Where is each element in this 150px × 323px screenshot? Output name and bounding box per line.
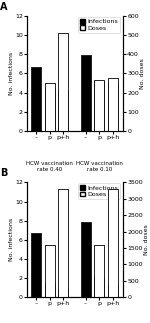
Bar bbox=[94, 277, 104, 297]
Y-axis label: No. doses: No. doses bbox=[144, 224, 149, 255]
Bar bbox=[108, 78, 118, 131]
Bar bbox=[31, 233, 41, 297]
Text: HCW vaccination
rate 0.10: HCW vaccination rate 0.10 bbox=[76, 162, 123, 172]
Text: A: A bbox=[0, 2, 8, 12]
Legend: Infections, Doses: Infections, Doses bbox=[78, 183, 120, 199]
Y-axis label: No. infections: No. infections bbox=[9, 218, 14, 261]
Bar bbox=[108, 285, 118, 297]
Text: HCW vaccination
rate 0.40: HCW vaccination rate 0.40 bbox=[26, 162, 73, 172]
Bar bbox=[45, 88, 55, 131]
Y-axis label: No. infections: No. infections bbox=[9, 52, 14, 95]
Bar bbox=[58, 288, 68, 297]
Bar bbox=[45, 283, 55, 297]
Bar bbox=[31, 67, 41, 131]
Bar bbox=[108, 83, 118, 131]
Bar bbox=[94, 245, 104, 297]
Legend: Infections, Doses: Infections, Doses bbox=[78, 17, 120, 33]
Bar bbox=[94, 81, 104, 131]
Bar bbox=[58, 189, 68, 297]
Bar bbox=[81, 55, 91, 131]
Bar bbox=[58, 33, 68, 131]
Bar bbox=[45, 245, 55, 297]
Bar bbox=[81, 222, 91, 297]
Text: B: B bbox=[0, 168, 8, 178]
Bar bbox=[108, 189, 118, 297]
Bar bbox=[45, 83, 55, 131]
Y-axis label: No. doses: No. doses bbox=[140, 58, 145, 89]
Bar bbox=[94, 80, 104, 131]
Bar bbox=[58, 90, 68, 131]
